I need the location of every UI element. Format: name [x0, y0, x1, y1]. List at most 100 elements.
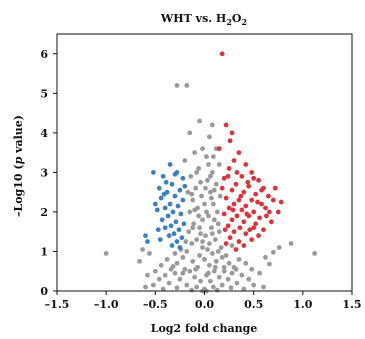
- chart-title: WHT vs. H2O2: [160, 12, 247, 27]
- not-significant-point: [189, 287, 195, 293]
- not-significant-point: [228, 285, 234, 291]
- down-point: [177, 245, 183, 250]
- up-point: [249, 169, 255, 175]
- x-tick-label: –1.0: [94, 298, 119, 311]
- not-significant-point: [177, 276, 183, 282]
- up-point: [261, 227, 266, 233]
- up-point: [275, 209, 281, 215]
- down-point: [178, 211, 184, 217]
- not-significant-point: [140, 247, 145, 252]
- not-significant-point: [229, 270, 235, 276]
- up-point: [256, 233, 261, 239]
- up-point: [225, 223, 231, 229]
- not-significant-point: [243, 260, 249, 266]
- not-significant-point: [194, 284, 200, 290]
- not-significant-point: [200, 217, 205, 223]
- y-tick-label: 4: [40, 127, 48, 140]
- down-point: [181, 221, 187, 227]
- up-point: [226, 166, 232, 171]
- not-significant-point: [213, 258, 219, 264]
- up-point: [253, 191, 259, 197]
- up-point: [237, 225, 243, 231]
- not-significant-point: [184, 282, 190, 288]
- not-significant-point: [219, 254, 225, 260]
- down-point: [172, 171, 178, 177]
- not-significant-point: [219, 282, 225, 288]
- not-significant-point: [194, 237, 200, 243]
- y-tick-label: 3: [40, 166, 48, 179]
- up-point: [278, 199, 284, 205]
- down-point: [170, 209, 176, 215]
- not-significant-point: [207, 262, 212, 268]
- x-tick-label: 0.5: [244, 298, 263, 311]
- up-point: [236, 239, 242, 244]
- not-significant-point: [137, 258, 143, 264]
- not-significant-point: [221, 264, 227, 270]
- not-significant-point: [210, 284, 216, 290]
- not-significant-point: [249, 266, 255, 272]
- not-significant-point: [192, 207, 198, 213]
- up-point: [249, 197, 255, 203]
- not-significant-point: [246, 276, 252, 282]
- not-significant-point: [234, 280, 240, 286]
- up-point: [233, 181, 239, 187]
- not-significant-point: [188, 173, 194, 179]
- not-significant-point: [209, 251, 215, 256]
- not-significant-point: [197, 253, 202, 258]
- not-significant-point: [196, 166, 202, 171]
- y-tick-label: 2: [40, 206, 48, 219]
- up-point: [239, 173, 245, 179]
- down-point: [165, 213, 171, 219]
- not-significant-point: [198, 231, 203, 237]
- plot-frame: [56, 33, 353, 292]
- not-significant-point: [216, 162, 222, 167]
- down-point: [158, 195, 164, 201]
- not-significant-point: [210, 154, 216, 159]
- not-significant-point: [199, 193, 204, 199]
- not-significant-point: [172, 251, 178, 256]
- not-significant-point: [212, 237, 218, 243]
- down-point: [160, 173, 166, 179]
- not-significant-point: [143, 284, 148, 290]
- up-point: [244, 211, 250, 217]
- not-significant-point: [263, 254, 268, 260]
- not-significant-point: [239, 272, 245, 278]
- not-significant-point: [147, 251, 152, 256]
- up-point: [267, 209, 272, 215]
- not-significant-point: [267, 261, 272, 267]
- not-significant-point: [214, 287, 220, 293]
- x-axis: –1.5 –1.0 –0.5 0.0 0.5 1.0 1.5: [45, 291, 362, 311]
- up-point: [230, 207, 236, 213]
- not-significant-point: [261, 284, 266, 290]
- not-significant-point: [207, 134, 212, 140]
- up-point: [259, 187, 264, 193]
- x-tick-label: 1.0: [293, 298, 312, 311]
- down-point: [175, 203, 181, 209]
- not-significant-point: [192, 274, 198, 280]
- not-significant-point: [187, 209, 193, 215]
- not-significant-point: [210, 201, 216, 207]
- y-axis-title: –Log10 (p value): [12, 115, 25, 217]
- up-point: [231, 201, 237, 207]
- not-significant-point: [223, 253, 229, 258]
- not-significant-point: [200, 239, 205, 244]
- not-significant-point: [103, 251, 109, 256]
- up-point: [263, 205, 268, 211]
- not-significant-point: [193, 266, 199, 272]
- up-point: [238, 193, 244, 199]
- not-significant-point: [211, 268, 217, 274]
- up-point: [251, 209, 257, 215]
- not-significant-point: [200, 146, 205, 152]
- not-significant-point: [208, 173, 213, 179]
- down-point: [182, 183, 188, 189]
- up-point: [241, 189, 247, 195]
- down-point: [145, 239, 150, 244]
- up-point: [227, 235, 233, 241]
- not-significant-point: [194, 169, 200, 175]
- not-significant-point: [186, 229, 192, 235]
- not-significant-point: [200, 245, 205, 250]
- not-significant-point: [208, 278, 213, 284]
- not-significant-point: [207, 241, 212, 246]
- up-point: [219, 185, 225, 191]
- not-significant-point: [184, 249, 190, 254]
